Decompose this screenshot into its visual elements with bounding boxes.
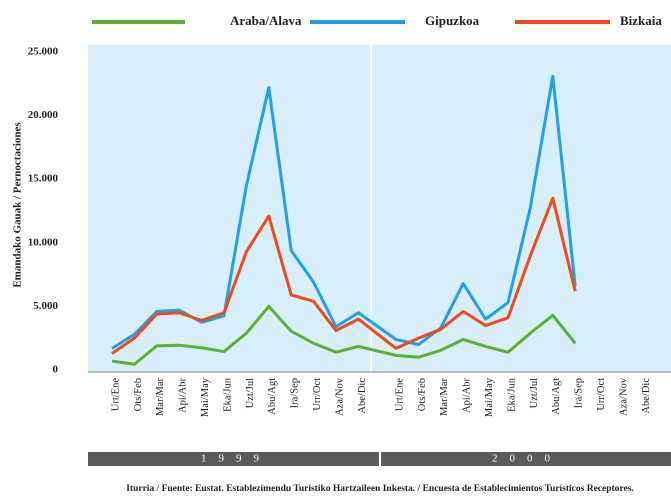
x-tick-label: Abe/Dic [641, 378, 652, 414]
x-tick-label: Urr/Oct [596, 378, 607, 411]
year-label: 2000 [492, 453, 562, 465]
x-tick-label: Mai/May [484, 377, 495, 417]
x-tick-label: Abe/Dic [357, 378, 368, 414]
x-tick-label: Aza/Nov [618, 377, 629, 416]
x-tick-label: Api/Abr [178, 378, 189, 414]
x-tick-label: Mar/Mar [439, 377, 450, 415]
plot-background [88, 45, 671, 372]
source: Iturria / Fuente: Eustat. Establezimendu… [126, 484, 634, 494]
legend-label: Bizkaia [620, 13, 662, 28]
x-tick-label: Urt/Ene [110, 378, 121, 412]
x-tick-label: Eka/Jun [222, 377, 233, 412]
x-tick-label: Ira/Sep [290, 378, 301, 408]
x-tick-label: Mai/May [200, 377, 211, 417]
legend-label: Araba/Alava [230, 13, 302, 28]
y-tick-label: 5.000 [33, 300, 58, 312]
x-tick-label: Api/Abr [462, 378, 473, 414]
y-tick-label: 20.000 [28, 109, 59, 121]
x-tick-label: Abu/Agt [267, 378, 278, 415]
x-tick-label: Uzt/Jul [245, 378, 256, 408]
legend-label: Gipuzkoa [425, 13, 480, 28]
y-tick-label: 0 [53, 364, 59, 376]
x-tick-label: Urt/Ene [394, 378, 405, 412]
x-tick-label: Ots/Feb [417, 378, 428, 411]
y-tick-label: 10.000 [28, 236, 59, 248]
x-tick-label: Mar/Mar [155, 377, 166, 415]
series-line [111, 196, 577, 355]
series-line [111, 304, 577, 366]
y-axis-title: Emandako Gauak / Pernoctaciones [12, 122, 24, 288]
x-tick-label: Uzt/Jul [529, 378, 540, 408]
x-tick-label: Abu/Agt [551, 378, 562, 415]
year-label: 1999 [201, 453, 271, 465]
y-tick-label: 25.000 [28, 46, 59, 58]
y-tick-label: 15.000 [28, 173, 59, 185]
x-tick-label: Eka/Jun [506, 377, 517, 412]
x-tick-label: Ots/Feb [133, 378, 144, 411]
x-tick-label: Aza/Nov [334, 377, 345, 416]
x-tick-label: Ira/Sep [574, 378, 585, 408]
x-tick-label: Urr/Oct [312, 378, 323, 411]
